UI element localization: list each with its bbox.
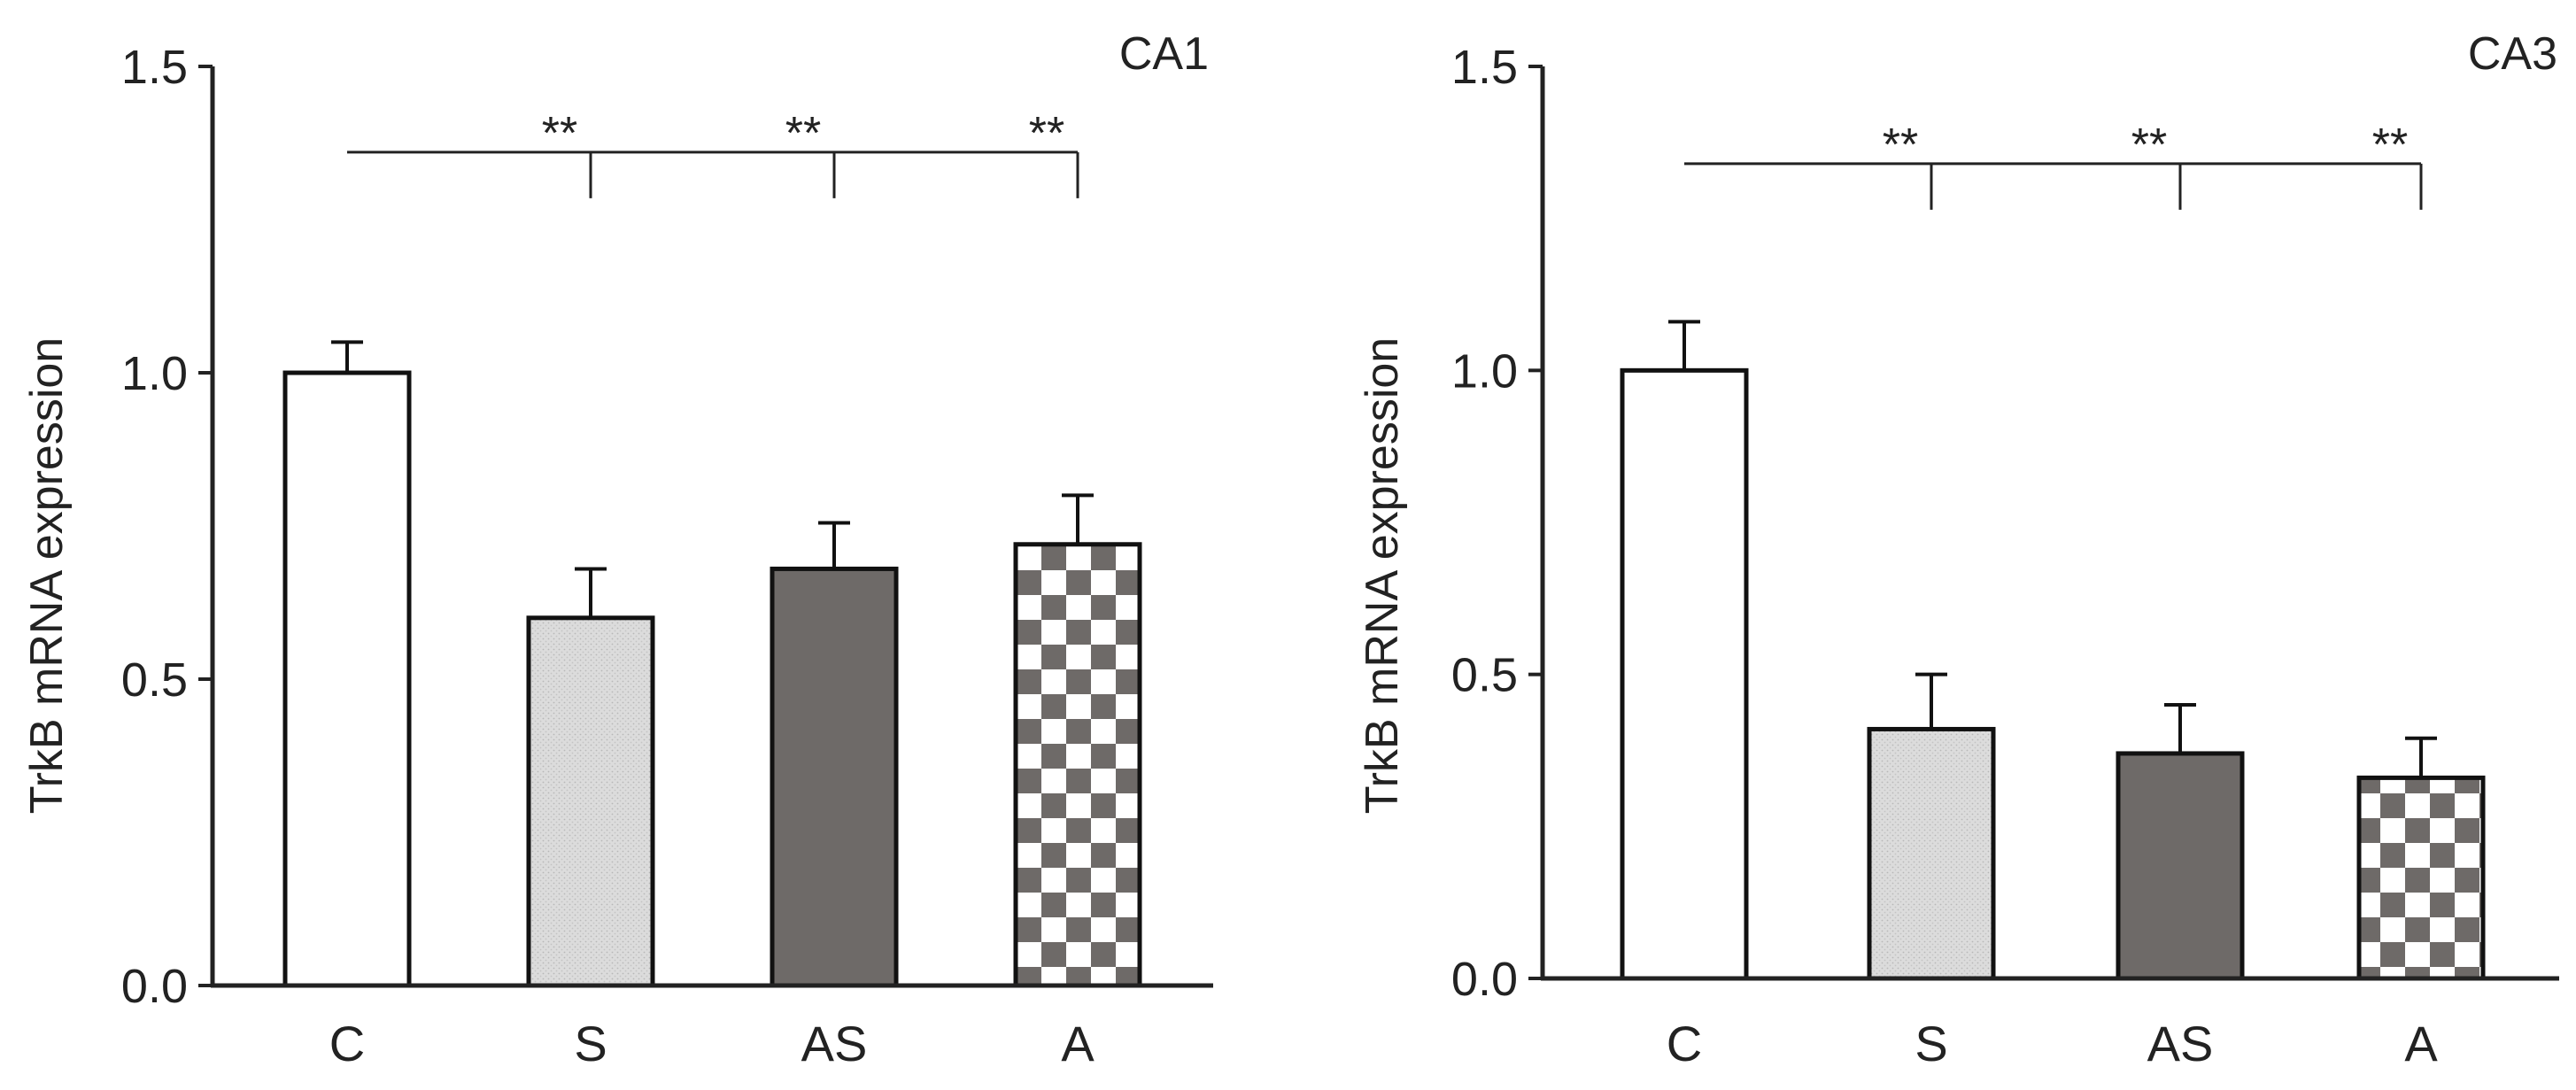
- x-category-label: S: [1915, 1016, 1947, 1071]
- significance-label: **: [2372, 120, 2408, 171]
- bar-c: [1620, 367, 1749, 981]
- significance-bracket: ** ** **: [347, 108, 1079, 198]
- x-category-labels: C S AS A: [1667, 1016, 2439, 1071]
- y-ticks: 0.0 0.5 1.0 1.5: [121, 41, 213, 1013]
- x-category-label: C: [329, 1016, 365, 1071]
- bar-a: [1013, 542, 1142, 988]
- bar-s: [526, 615, 655, 988]
- x-category-label: A: [1061, 1016, 1095, 1071]
- x-category-label: AS: [2147, 1016, 2214, 1071]
- x-category-label: C: [1667, 1016, 1702, 1071]
- axes: [1540, 66, 2559, 981]
- axes: [210, 66, 1213, 988]
- error-bars: [1668, 320, 2437, 778]
- significance-label: **: [542, 108, 577, 159]
- x-category-label: AS: [801, 1016, 868, 1071]
- y-tick-label: 0.0: [1451, 953, 1518, 1006]
- significance-label: **: [785, 108, 821, 159]
- y-ticks: 0.0 0.5 1.0 1.5: [1451, 41, 1543, 1006]
- y-tick-label: 0.5: [121, 653, 188, 707]
- significance-label: **: [1883, 120, 1918, 171]
- y-tick-label: 1.5: [1451, 41, 1518, 94]
- significance-label: **: [2131, 120, 2167, 171]
- x-category-label: A: [2404, 1016, 2438, 1071]
- bar-a: [2356, 775, 2486, 981]
- y-tick-label: 1.0: [121, 347, 188, 400]
- x-category-labels: C S AS A: [329, 1016, 1095, 1071]
- significance-label: **: [1029, 108, 1064, 159]
- x-category-label: S: [574, 1016, 607, 1071]
- significance-bracket: ** ** **: [1684, 120, 2423, 210]
- bar-s: [1867, 726, 1996, 981]
- y-axis-label: TrkB mRNA expression: [1357, 337, 1408, 814]
- panel-ca3: TrkB mRNA expression CA3 0.0 0.5 1.0 1.5 **…: [1357, 28, 2559, 1071]
- panel-ca1: TrkB mRNA expression CA1 0.0 0.5 1.0 1.5 **…: [21, 28, 1213, 1071]
- bar-c: [282, 370, 412, 988]
- error-bars: [331, 340, 1094, 618]
- y-axis-label: TrkB mRNA expression: [21, 337, 73, 814]
- bar-as: [770, 566, 899, 988]
- bars: [1620, 367, 2486, 981]
- bar-as: [2116, 751, 2245, 981]
- panel-title: CA1: [1119, 28, 1209, 80]
- bars: [282, 370, 1142, 988]
- y-tick-label: 1.5: [121, 41, 188, 94]
- y-tick-label: 0.5: [1451, 649, 1518, 702]
- y-tick-label: 0.0: [121, 960, 188, 1013]
- panel-title: CA3: [2468, 28, 2557, 80]
- y-tick-label: 1.0: [1451, 344, 1518, 398]
